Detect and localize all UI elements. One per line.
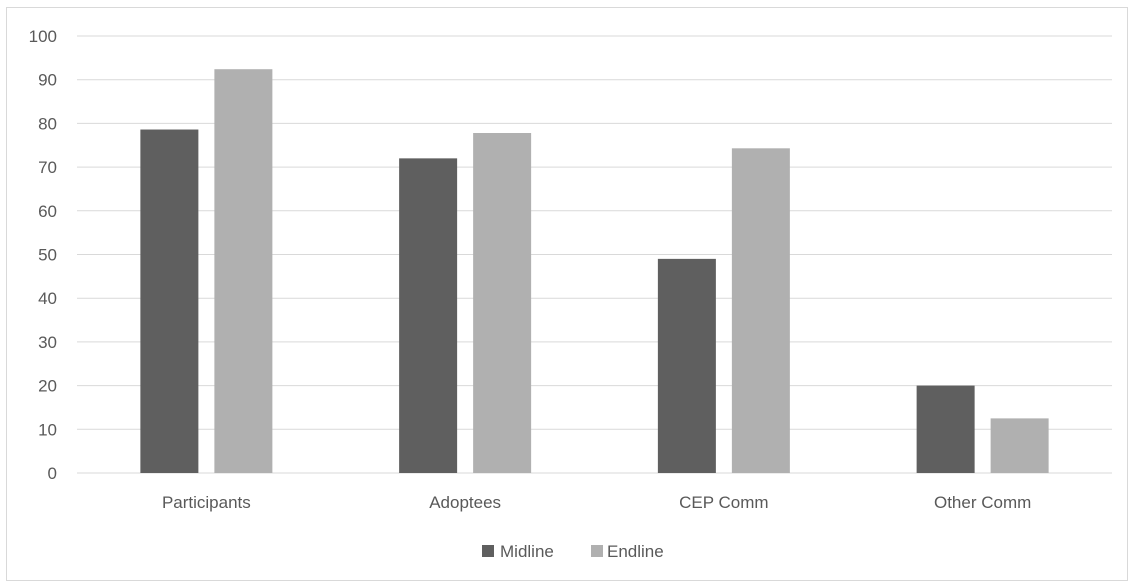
bar-midline-cep-comm [657, 258, 716, 473]
legend-swatch-endline [591, 545, 603, 557]
x-tick-label: CEP Comm [679, 493, 768, 512]
y-tick-label: 90 [38, 71, 57, 90]
x-tick-label: Other Comm [934, 493, 1031, 512]
bar-midline-participants [140, 129, 199, 473]
legend-label-midline: Midline [500, 542, 554, 561]
y-tick-label: 0 [48, 464, 57, 483]
legend: Midline Endline [482, 542, 664, 561]
bar-endline-other-comm [990, 418, 1049, 473]
bar-midline-other-comm [916, 385, 975, 473]
y-tick-label: 40 [38, 289, 57, 308]
bar-midline-adoptees [399, 158, 458, 474]
y-tick-label: 30 [38, 333, 57, 352]
y-tick-label: 60 [38, 202, 57, 221]
bar-endline-adoptees [473, 133, 532, 473]
x-tick-label: Adoptees [429, 493, 501, 512]
y-tick-label: 20 [38, 377, 57, 396]
y-tick-label: 10 [38, 420, 57, 439]
bar-endline-cep-comm [731, 148, 790, 473]
bars [140, 69, 1049, 474]
y-tick-label: 100 [29, 27, 57, 46]
legend-label-endline: Endline [607, 542, 664, 561]
y-tick-label: 50 [38, 246, 57, 265]
y-axis-ticks: 0 10 20 30 40 50 60 70 80 90 100 [29, 27, 57, 483]
legend-swatch-midline [482, 545, 494, 557]
x-axis-ticks: Participants Adoptees CEP Comm Other Comm [162, 493, 1031, 512]
y-tick-label: 80 [38, 114, 57, 133]
bar-endline-participants [214, 69, 273, 473]
y-tick-label: 70 [38, 158, 57, 177]
x-tick-label: Participants [162, 493, 251, 512]
